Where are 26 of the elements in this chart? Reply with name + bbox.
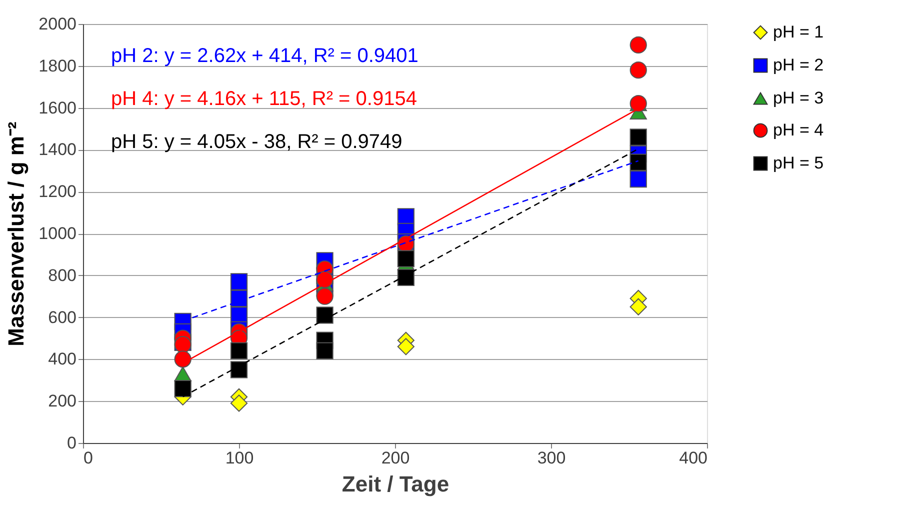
- y-tick-label: 800: [48, 266, 76, 285]
- y-tick-label: 0: [67, 434, 76, 452]
- legend-label: pH = 4: [773, 120, 824, 140]
- legend-label: pH = 3: [773, 88, 824, 108]
- annotation: pH 2: y = 2.62x + 414, R² = 0.9401: [111, 45, 418, 67]
- x-tick-label: 100: [225, 448, 254, 468]
- y-tick-label: 2000: [38, 14, 76, 34]
- x-tick-label: 300: [537, 448, 566, 468]
- x-tick-label: 400: [679, 448, 708, 468]
- legend-label: pH = 5: [773, 154, 824, 172]
- y-tick-label: 1000: [38, 224, 76, 243]
- y-tick-label: 200: [48, 392, 76, 411]
- y-axis-title: Massenverlust / g m⁻²: [4, 122, 29, 346]
- x-tick-label: 200: [381, 448, 410, 468]
- x-tick-label: 0: [84, 448, 93, 468]
- y-tick-label: 1400: [38, 140, 76, 160]
- y-tick-label: 600: [48, 308, 76, 327]
- annotation: pH 4: y = 4.16x + 115, R² = 0.9154: [111, 88, 417, 110]
- legend-label: pH = 2: [773, 56, 824, 74]
- y-tick-label: 1800: [38, 56, 76, 76]
- y-tick-label: 1200: [38, 182, 76, 202]
- y-tick-label: 1600: [38, 98, 76, 118]
- annotation: pH 5: y = 4.05x - 38, R² = 0.9749: [111, 131, 402, 153]
- y-tick-label: 400: [48, 350, 76, 369]
- legend-label: pH = 1: [773, 22, 824, 42]
- x-axis-title: Zeit / Tage: [342, 472, 450, 496]
